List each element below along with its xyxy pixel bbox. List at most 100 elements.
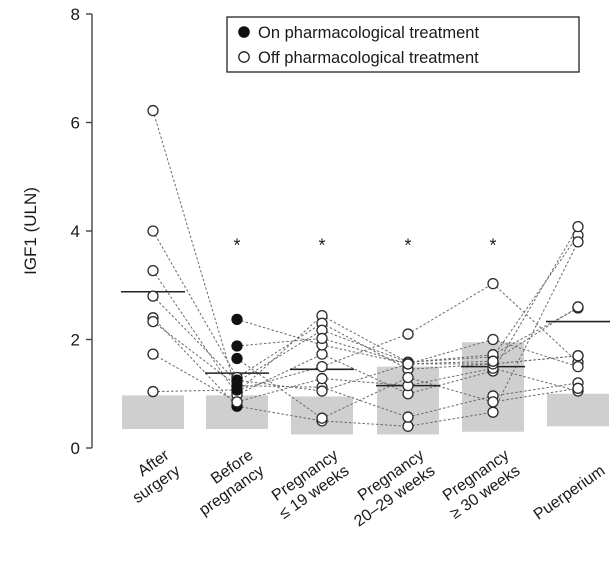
point-off-treatment [147, 225, 159, 237]
trajectory-segment [152, 295, 238, 383]
point-off-treatment [316, 412, 328, 424]
point-off-treatment [402, 328, 414, 340]
point-off-treatment [572, 350, 584, 362]
trajectory-segment [152, 110, 238, 393]
trajectory-segment [321, 337, 409, 365]
significance-star: * [489, 236, 496, 256]
point-off-treatment [316, 348, 328, 360]
point-off-treatment [316, 360, 328, 373]
trajectory-segment [407, 367, 494, 387]
trajectory-segment [152, 389, 238, 393]
trajectory-segment [321, 377, 409, 419]
point-off-treatment [487, 355, 499, 367]
legend-open-marker [238, 51, 250, 63]
x-category-label: Pregnancy20–29 weeks [340, 447, 438, 531]
trajectory-segment [492, 387, 579, 403]
point-off-treatment [487, 333, 499, 346]
trajectory-segment [236, 329, 323, 383]
x-category-label: Beforepregnancy [185, 447, 267, 519]
point-on-treatment [231, 352, 243, 365]
trajectory-segment [236, 379, 323, 392]
trajectory-segment [407, 354, 494, 363]
point-off-treatment [147, 104, 159, 117]
point-off-treatment [487, 277, 499, 290]
significance-star: * [318, 236, 325, 256]
point-off-treatment [147, 315, 159, 328]
point-off-treatment [316, 332, 328, 345]
trajectory-segment [492, 382, 579, 397]
point-off-treatment [402, 371, 414, 384]
point-on-treatment [231, 313, 243, 326]
trajectory-segment [492, 235, 579, 358]
trajectory-segment [152, 270, 238, 396]
trajectory-segment [236, 337, 323, 347]
legend-label-on-treatment: On pharmacological treatment [258, 24, 479, 42]
point-off-treatment [316, 385, 328, 397]
y-axis-label: IGF1 (ULN) [21, 187, 40, 275]
trajectory-segment [492, 283, 579, 363]
normal-range-bar [547, 393, 609, 427]
trajectory-segment [492, 339, 579, 368]
trajectory-segment [152, 317, 238, 407]
point-off-treatment [487, 406, 499, 418]
point-off-treatment [402, 420, 414, 432]
trajectory-segment [407, 363, 494, 370]
y-tick-label: 6 [71, 114, 80, 133]
point-off-treatment [572, 221, 584, 233]
trajectory-segment [321, 322, 409, 370]
y-axis: 0 2 4 6 8 [71, 5, 93, 458]
trajectory-segment [407, 370, 494, 395]
trajectory-segment [236, 353, 323, 396]
trajectory-segment [152, 230, 238, 378]
trajectory-segment [321, 363, 409, 392]
point-off-treatment [147, 290, 159, 302]
x-category-label: Pregnancy≥ 30 weeks [436, 447, 523, 523]
point-on-treatment [231, 384, 243, 396]
point-off-treatment [572, 382, 584, 394]
point-off-treatment [231, 396, 243, 408]
legend-label-off-treatment: Off pharmacological treatment [258, 49, 479, 67]
trajectory-segment [407, 360, 494, 365]
x-category-labels: Aftersurgery Beforepregnancy Pregnancy≤ 19… [119, 446, 608, 531]
point-off-treatment [572, 301, 584, 313]
trajectory-segment [236, 405, 323, 422]
patient-trajectories [152, 110, 579, 427]
trajectory-segment [492, 306, 579, 362]
trajectory-segment [321, 344, 409, 365]
significance-markers: * * * * [233, 236, 496, 256]
legend-filled-marker [238, 26, 250, 38]
point-on-treatment [231, 340, 243, 352]
significance-star: * [404, 236, 411, 256]
point-off-treatment [147, 264, 159, 277]
point-off-treatment [487, 396, 499, 408]
legend: On pharmacological treatment Off pharmac… [226, 16, 580, 73]
point-off-treatment [572, 360, 584, 373]
point-off-treatment [147, 348, 159, 360]
trajectory-segment [407, 395, 494, 418]
trajectory-segment [492, 355, 579, 365]
trajectory-segment [321, 420, 409, 427]
trajectory-segment [407, 411, 494, 427]
trajectory-segment [236, 366, 323, 391]
trajectory-segment [321, 386, 409, 418]
trajectory-segment [236, 322, 323, 378]
trajectory-segment [236, 315, 323, 394]
x-category-label: Pregnancy≤ 19 weeks [265, 447, 352, 523]
x-category-label-line: Puerperium [531, 462, 608, 523]
y-tick-label: 2 [71, 331, 80, 350]
data-points [147, 104, 584, 432]
trajectory-segment [407, 339, 494, 365]
x-category-label: Aftersurgery [119, 446, 184, 506]
trajectory-segment [321, 378, 409, 387]
trajectory-segment [407, 283, 494, 335]
y-tick-label: 4 [71, 222, 80, 241]
trajectory-segment [321, 333, 409, 368]
y-tick-label: 0 [71, 439, 80, 458]
x-category-label: Puerperium [531, 462, 608, 523]
trajectory-segment [492, 367, 579, 392]
legend-box [226, 16, 580, 73]
trajectory-segment [321, 329, 409, 363]
trajectory-segment [407, 376, 494, 403]
normal-range-bars [122, 342, 609, 435]
